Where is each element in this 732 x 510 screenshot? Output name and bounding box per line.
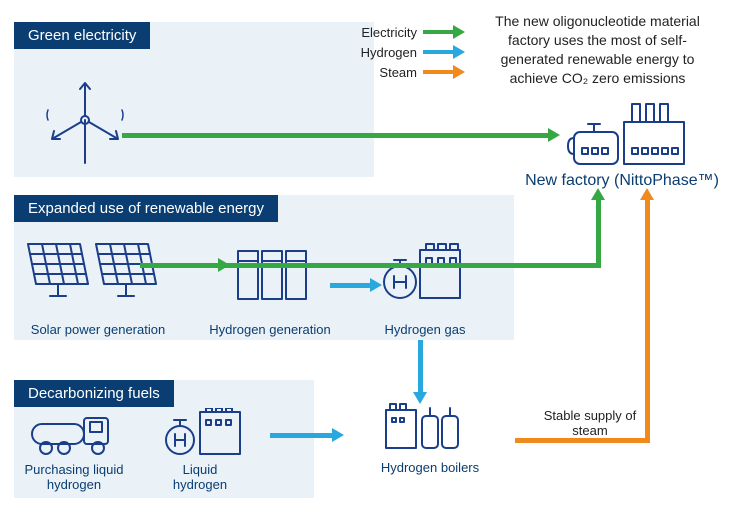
title-decarbon: Decarbonizing fuels <box>14 380 174 407</box>
label-h2gas: Hydrogen gas <box>370 322 480 337</box>
arrow-green-top-head <box>548 128 560 142</box>
arrow-orange-v <box>645 200 650 443</box>
legend-hydrogen: Hydrogen <box>345 42 465 62</box>
arrow-blue-truck <box>270 433 332 438</box>
liquid-hydrogen-icon <box>160 408 245 458</box>
arrow-blue-h2gen-head <box>370 278 382 292</box>
label-factory: New factory (NittoPhase™) <box>512 172 732 190</box>
arrow-blue-down <box>418 340 423 392</box>
legend-arrow-steam <box>423 65 465 79</box>
truck-icon <box>26 412 121 457</box>
legend: Electricity Hydrogen Steam <box>345 22 465 82</box>
arrow-blue-h2gen <box>330 283 370 288</box>
label-liqh2: Liquid hydrogen <box>160 462 240 492</box>
arrow-green-long-h <box>140 263 601 268</box>
hydrogen-gas-icon <box>380 242 465 304</box>
label-solar: Solar power generation <box>18 322 178 337</box>
arrow-blue-truck-head <box>332 428 344 442</box>
boiler-icon <box>380 402 475 452</box>
legend-arrow-hydrogen <box>423 45 465 59</box>
label-boiler: Hydrogen boilers <box>365 460 495 475</box>
legend-electricity: Electricity <box>345 22 465 42</box>
solar-panel-icon <box>22 238 162 303</box>
arrow-orange-h <box>515 438 650 443</box>
arrow-orange-head <box>640 188 654 200</box>
label-h2gen: Hydrogen generation <box>190 322 350 337</box>
hydrogen-generator-icon <box>232 245 312 305</box>
arrow-green-long-head <box>591 188 605 200</box>
title-green-electricity: Green electricity <box>14 22 150 49</box>
arrow-green-top <box>122 133 548 138</box>
legend-steam: Steam <box>345 62 465 82</box>
label-steam-supply: Stable supply of steam <box>520 408 660 438</box>
legend-arrow-electricity <box>423 25 465 39</box>
factory-icon <box>560 98 690 168</box>
arrow-blue-down-head <box>413 392 427 404</box>
wind-turbine-icon <box>40 75 130 165</box>
arrow-green-long-v <box>596 200 601 268</box>
caption-text: The new oligonucleotide material factory… <box>470 12 725 88</box>
label-truck: Purchasing liquid hydrogen <box>14 462 134 492</box>
title-renewable: Expanded use of renewable energy <box>14 195 278 222</box>
